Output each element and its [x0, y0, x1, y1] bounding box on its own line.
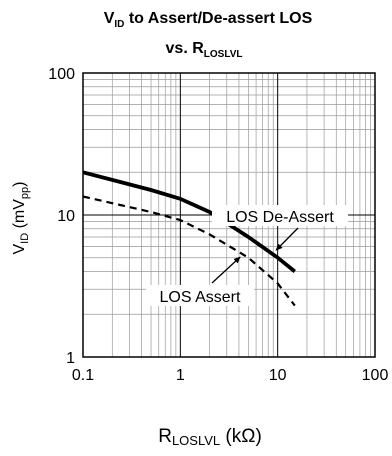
y-tick-label: 100: [48, 66, 75, 83]
x-tick-label: 100: [362, 367, 389, 384]
annotation-los-assert: LOS Assert: [160, 289, 241, 306]
x-tick-label: 10: [269, 367, 287, 384]
x-tick-label: 0.1: [72, 367, 94, 384]
title-vs-r: vs. R: [166, 40, 205, 57]
ylabel-id-sub: ID: [19, 233, 31, 244]
plot-frame: [82, 72, 376, 358]
x-tick-label: 1: [176, 367, 185, 384]
series-los-deassert-line: [82, 170, 296, 273]
annotation-los-deassert: LOS De-Assert: [226, 209, 334, 226]
ylabel-rest: ): [11, 181, 28, 186]
title-rest: to Assert/De-assert LOS: [124, 10, 312, 27]
annotation-leader-deassert: [275, 227, 299, 251]
annotation-layer: LOS De-Assert LOS Assert: [146, 205, 348, 306]
annotation-bg: [212, 205, 348, 226]
xlabel-r: R: [158, 426, 172, 447]
ylabel-mid: (mV: [11, 199, 28, 233]
y-tick-label: 10: [57, 208, 75, 225]
chart-title-line2: vs. RLOSLVL: [166, 40, 243, 60]
series-los-assert-line: [82, 195, 296, 307]
series-layer: [82, 170, 296, 307]
xlabel-loslvl-sub: LOSLVL: [172, 433, 220, 448]
ylabel-pp-sub: pp: [19, 187, 31, 199]
title-id-sub: ID: [114, 19, 124, 30]
title-loslvl-sub: LOSLVL: [204, 49, 243, 60]
x-axis-label: RLOSLVL (kΩ): [158, 426, 262, 448]
annotation-leader-assert: [211, 256, 241, 284]
annotation-bg: [146, 285, 254, 306]
xlabel-rest: (kΩ): [220, 426, 262, 447]
ylabel-v: V: [11, 244, 28, 255]
y-axis-label: VID (mVpp): [11, 181, 31, 254]
y-tick-label: 1: [66, 350, 75, 367]
chart-title-line1: VID to Assert/De-assert LOS: [104, 10, 313, 30]
title-v: V: [104, 10, 115, 27]
